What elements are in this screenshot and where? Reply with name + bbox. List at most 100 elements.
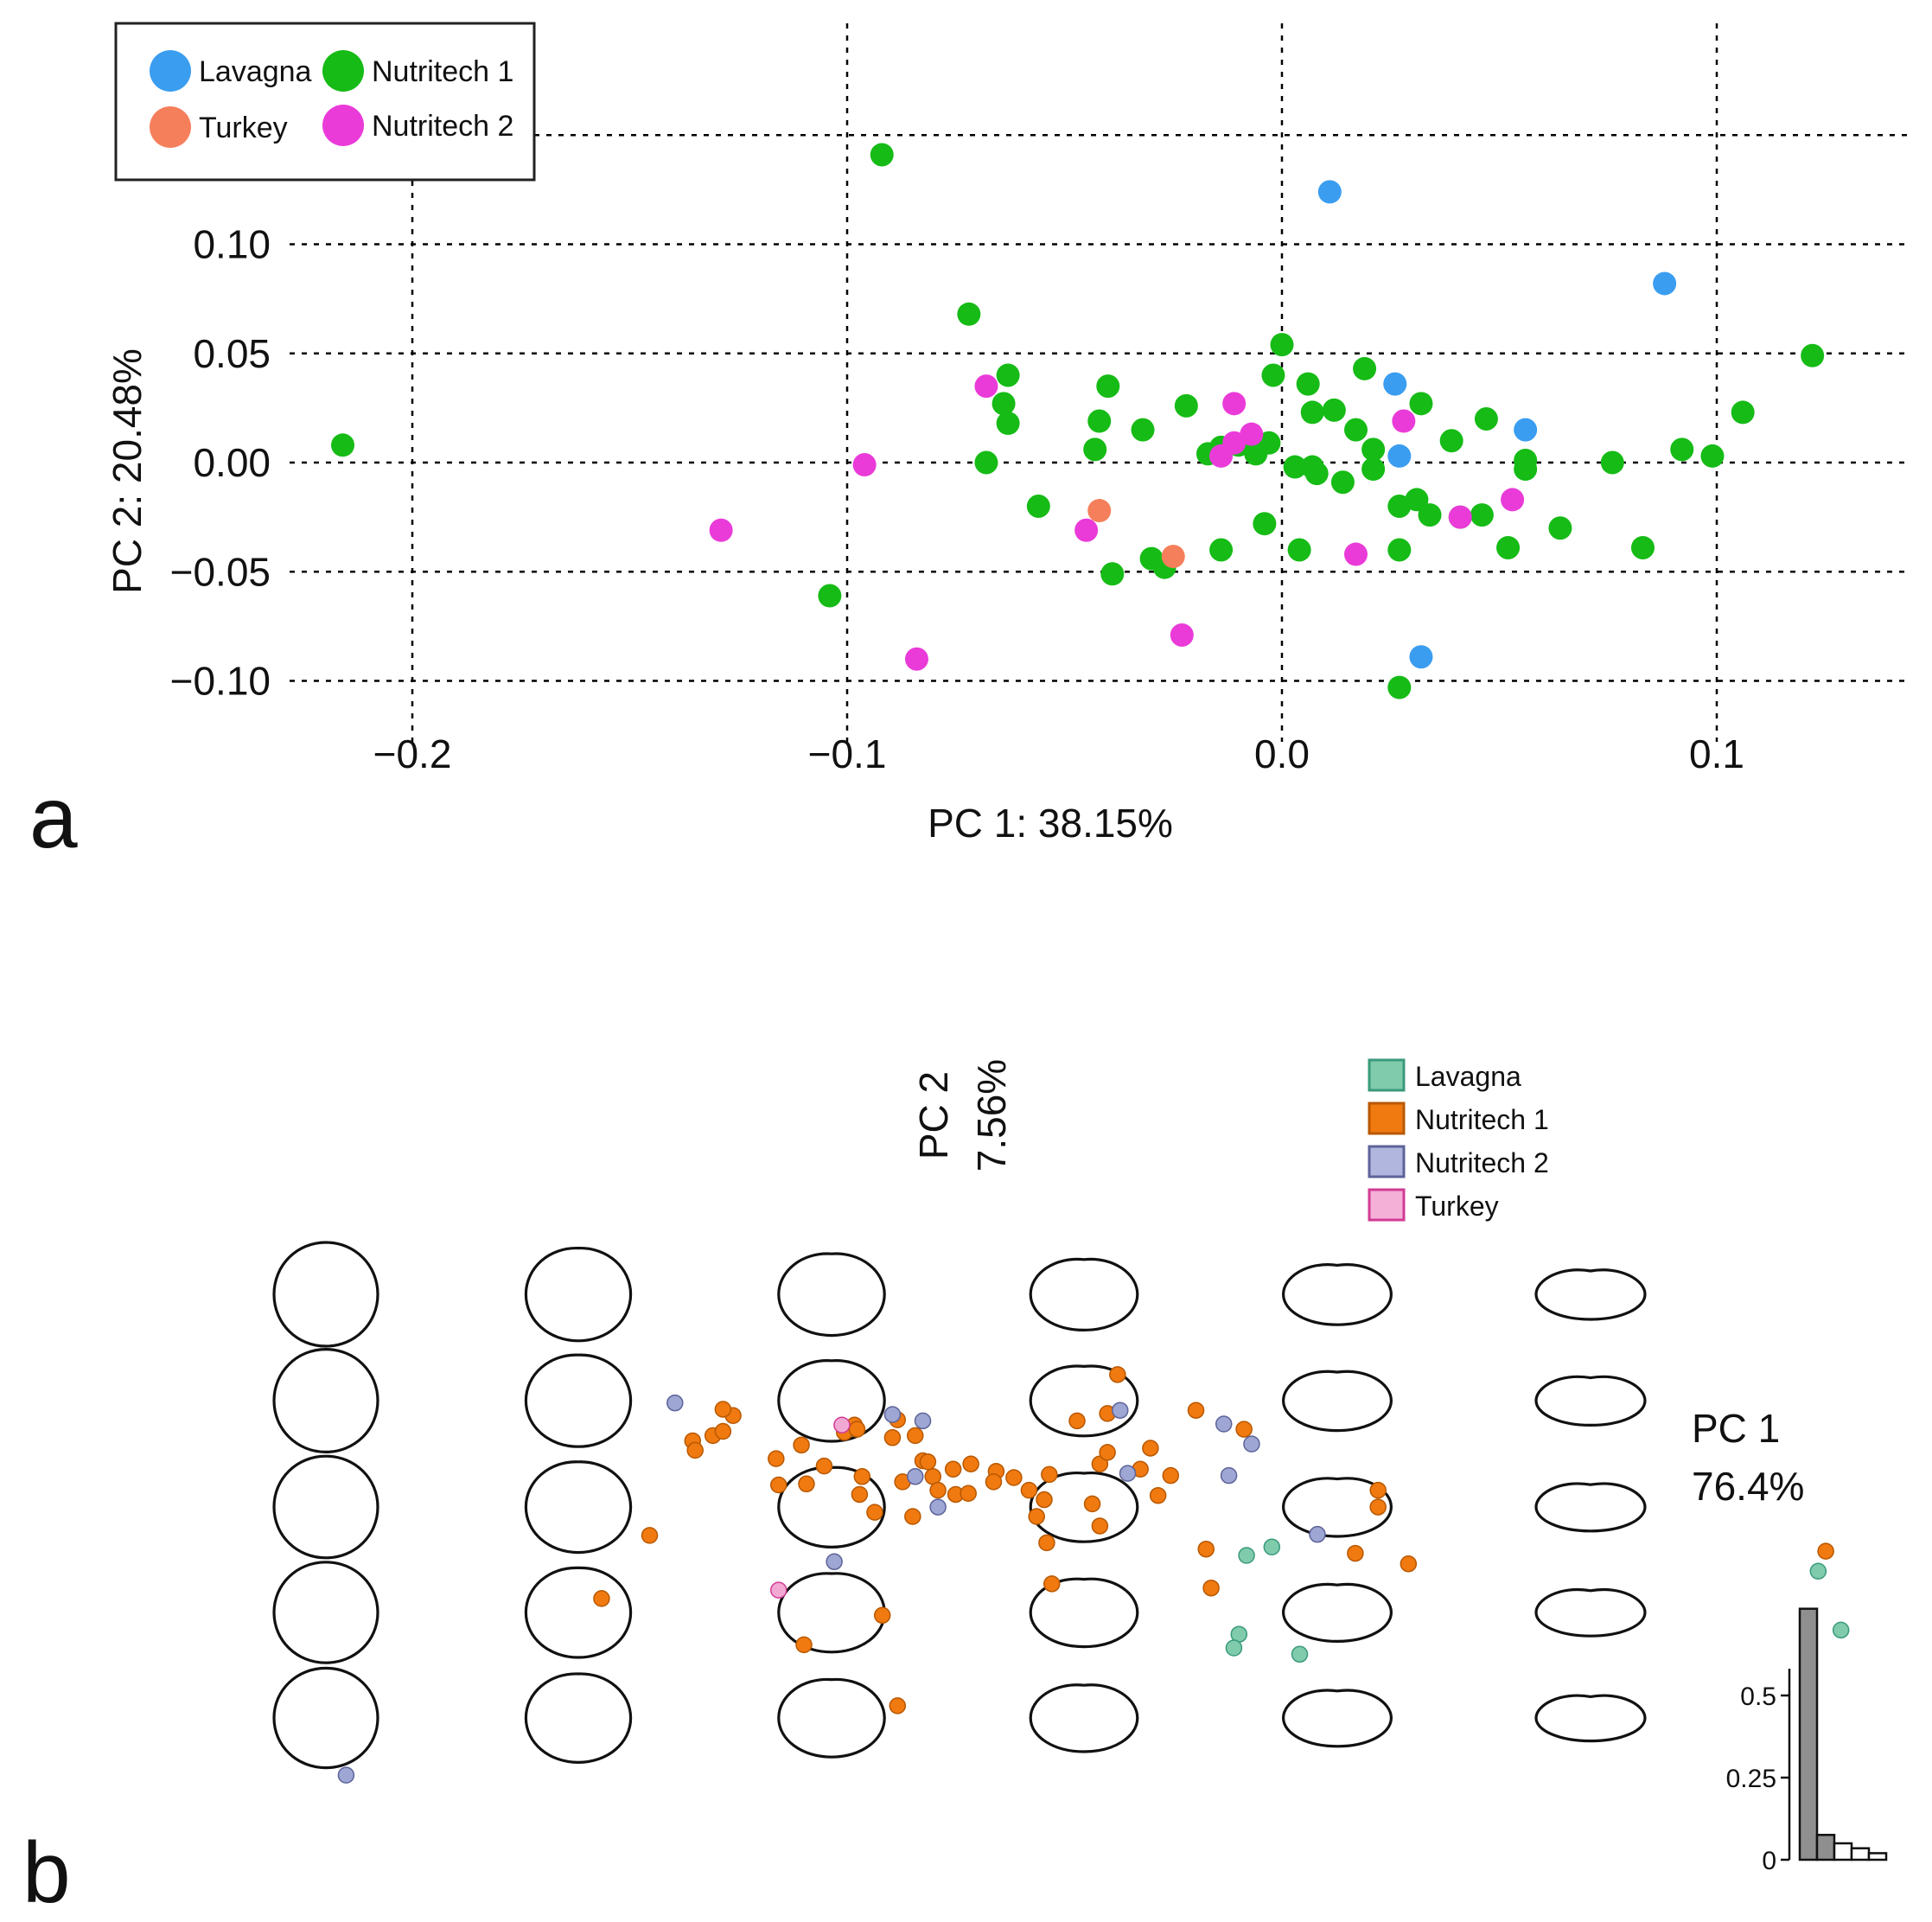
panel-a-point-turkey bbox=[1161, 545, 1185, 569]
panel-a-point-nutritech-2 bbox=[1222, 431, 1247, 455]
panel-b-bars-tick-label: 0.5 bbox=[1740, 1683, 1776, 1711]
panel-a-point-nutritech-1 bbox=[1083, 437, 1107, 462]
panel-a-point-nutritech-1 bbox=[1209, 538, 1234, 562]
panel-b-shape-outline bbox=[524, 1672, 633, 1765]
panel-b-shape-outline bbox=[1029, 1683, 1139, 1753]
panel-a-legend-swatch-nutritech-2 bbox=[322, 105, 364, 146]
panel-b: Lavagna Nutritech 1 Nutritech 2 Turkey PC 2… bbox=[22, 1058, 1888, 1921]
panel-b-bars-tick-label: 0 bbox=[1762, 1847, 1776, 1875]
panel-b-legend-label: Nutritech 1 bbox=[1415, 1104, 1549, 1135]
panel-b-point-lavagna bbox=[1809, 1562, 1827, 1580]
panel-b-shape-outline bbox=[1029, 1257, 1139, 1332]
panel-b-point-nutritech-1 bbox=[866, 1504, 883, 1521]
panel-b-bars-tick-label: 0.25 bbox=[1726, 1765, 1776, 1793]
panel-a-point-nutritech-1 bbox=[1026, 495, 1050, 518]
panel-a-y-tick-label: −0.05 bbox=[170, 549, 271, 594]
panel-a-point-nutritech-1 bbox=[1344, 418, 1368, 442]
panel-a-point-nutritech-1 bbox=[1361, 437, 1386, 462]
panel-a-point-lavagna bbox=[1653, 271, 1677, 296]
panel-a-point-nutritech-1 bbox=[1387, 675, 1412, 699]
panel-b-point-nutritech-1 bbox=[798, 1475, 815, 1493]
panel-b-shape-outline bbox=[524, 1246, 633, 1343]
panel-a-x-tick-label: −0.2 bbox=[373, 731, 452, 776]
panel-b-point-nutritech-2 bbox=[1119, 1465, 1137, 1482]
panel-b-point-nutritech-1 bbox=[1187, 1402, 1205, 1419]
panel-b-point-nutritech-1 bbox=[1109, 1366, 1126, 1383]
panel-b-point-nutritech-2 bbox=[666, 1394, 684, 1412]
panel-b-legend-swatch-lavagna bbox=[1368, 1058, 1406, 1092]
panel-b-point-nutritech-1 bbox=[793, 1436, 810, 1454]
panel-a-point-nutritech-1 bbox=[1300, 400, 1324, 425]
panel-a: −0.2 −0.1 0.0 0.1 −0.10 −0.05 0.00 0.05 0.10 PC … bbox=[29, 22, 1910, 866]
panel-a-point-nutritech-2 bbox=[974, 374, 998, 399]
panel-b-point-nutritech-2 bbox=[1220, 1466, 1238, 1485]
panel-a-point-nutritech-1 bbox=[1670, 437, 1694, 462]
panel-b-legend: Lavagna Nutritech 1 Nutritech 2 Turkey bbox=[1368, 1058, 1549, 1222]
panel-a-point-nutritech-1 bbox=[1257, 431, 1281, 455]
panel-a-points bbox=[331, 143, 1825, 699]
panel-b-shape-outline bbox=[777, 1677, 886, 1759]
panel-b-point-nutritech-1 bbox=[1020, 1481, 1038, 1499]
panel-b-legend-label: Turkey bbox=[1415, 1191, 1499, 1222]
panel-b-point-nutritech-1 bbox=[1817, 1542, 1834, 1560]
panel-a-legend-swatch-nutritech-1 bbox=[322, 50, 364, 92]
panel-b-point-nutritech-1 bbox=[1005, 1469, 1023, 1486]
panel-b-point-nutritech-2 bbox=[883, 1406, 902, 1423]
panel-b-shape-outline bbox=[1534, 1588, 1647, 1638]
panel-a-x-axis-label: PC 1: 38.15% bbox=[928, 801, 1173, 846]
panel-b-point-nutritech-2 bbox=[914, 1412, 932, 1430]
panel-b-point-nutritech-1 bbox=[1091, 1517, 1109, 1535]
panel-b-point-turkey bbox=[770, 1581, 787, 1599]
panel-a-point-nutritech-1 bbox=[1270, 333, 1294, 357]
panel-a-point-nutritech-2 bbox=[709, 518, 733, 542]
panel-a-point-nutritech-1 bbox=[1470, 503, 1494, 527]
panel-b-point-nutritech-1 bbox=[889, 1697, 907, 1714]
panel-b-point-nutritech-2 bbox=[1243, 1435, 1260, 1453]
panel-b-point-nutritech-1 bbox=[851, 1485, 869, 1504]
panel-a-point-nutritech-1 bbox=[1087, 409, 1112, 433]
panel-a-point-nutritech-2 bbox=[1392, 409, 1416, 433]
panel-b-point-nutritech-1 bbox=[1347, 1544, 1364, 1562]
panel-a-point-lavagna bbox=[1514, 418, 1538, 442]
panel-b-point-nutritech-1 bbox=[1235, 1421, 1253, 1438]
panel-a-point-nutritech-1 bbox=[1287, 538, 1311, 562]
panel-b-point-nutritech-1 bbox=[985, 1473, 1003, 1491]
panel-b-point-nutritech-1 bbox=[1202, 1579, 1220, 1597]
panel-b-shape-outline bbox=[1534, 1375, 1647, 1427]
panel-b-pc1-value: 76.4% bbox=[1692, 1464, 1804, 1509]
panel-a-legend-swatch-lavagna bbox=[150, 50, 191, 92]
panel-a-legend-label: Nutritech 2 bbox=[372, 110, 513, 143]
panel-a-point-nutritech-1 bbox=[1361, 457, 1386, 482]
panel-a-ticks: −0.2 −0.1 0.0 0.1 −0.10 −0.05 0.00 0.05 0.10 bbox=[170, 222, 1744, 777]
panel-b-eigenvalue-bar bbox=[1815, 1834, 1836, 1861]
panel-b-point-nutritech-1 bbox=[1142, 1440, 1159, 1457]
panel-b-shape-grid bbox=[272, 1241, 1647, 1770]
panel-a-point-nutritech-2 bbox=[1170, 623, 1194, 647]
panel-a-y-tick-label: −0.10 bbox=[170, 659, 271, 704]
panel-a-point-nutritech-2 bbox=[1222, 392, 1247, 416]
panel-b-point-nutritech-1 bbox=[1083, 1495, 1101, 1513]
panel-b-point-nutritech-1 bbox=[960, 1485, 977, 1503]
panel-b-shape-outline bbox=[1029, 1364, 1139, 1438]
panel-a-point-nutritech-2 bbox=[852, 453, 877, 477]
panel-a-point-nutritech-1 bbox=[1296, 372, 1320, 396]
panel-a-point-nutritech-1 bbox=[1353, 356, 1377, 380]
panel-b-point-nutritech-2 bbox=[1112, 1402, 1129, 1419]
panel-b-shape-outline bbox=[777, 1252, 886, 1338]
panel-a-y-tick-label: 0.00 bbox=[193, 440, 271, 485]
panel-b-shape-outline bbox=[272, 1241, 379, 1348]
panel-a-point-nutritech-1 bbox=[1405, 488, 1429, 512]
panel-a-legend-box bbox=[114, 22, 536, 182]
panel-b-point-lavagna bbox=[1291, 1645, 1309, 1663]
panel-b-point-nutritech-1 bbox=[714, 1422, 732, 1440]
panel-a-point-nutritech-1 bbox=[1261, 363, 1285, 387]
panel-a-point-nutritech-1 bbox=[1496, 535, 1521, 559]
panel-b-point-nutritech-1 bbox=[853, 1468, 871, 1485]
panel-a-point-lavagna bbox=[1409, 645, 1433, 669]
panel-b-point-nutritech-1 bbox=[919, 1453, 937, 1471]
panel-a-y-tick-label: 0.10 bbox=[193, 222, 271, 267]
panel-b-point-nutritech-1 bbox=[904, 1508, 921, 1525]
panel-b-shape-outline bbox=[777, 1359, 886, 1443]
